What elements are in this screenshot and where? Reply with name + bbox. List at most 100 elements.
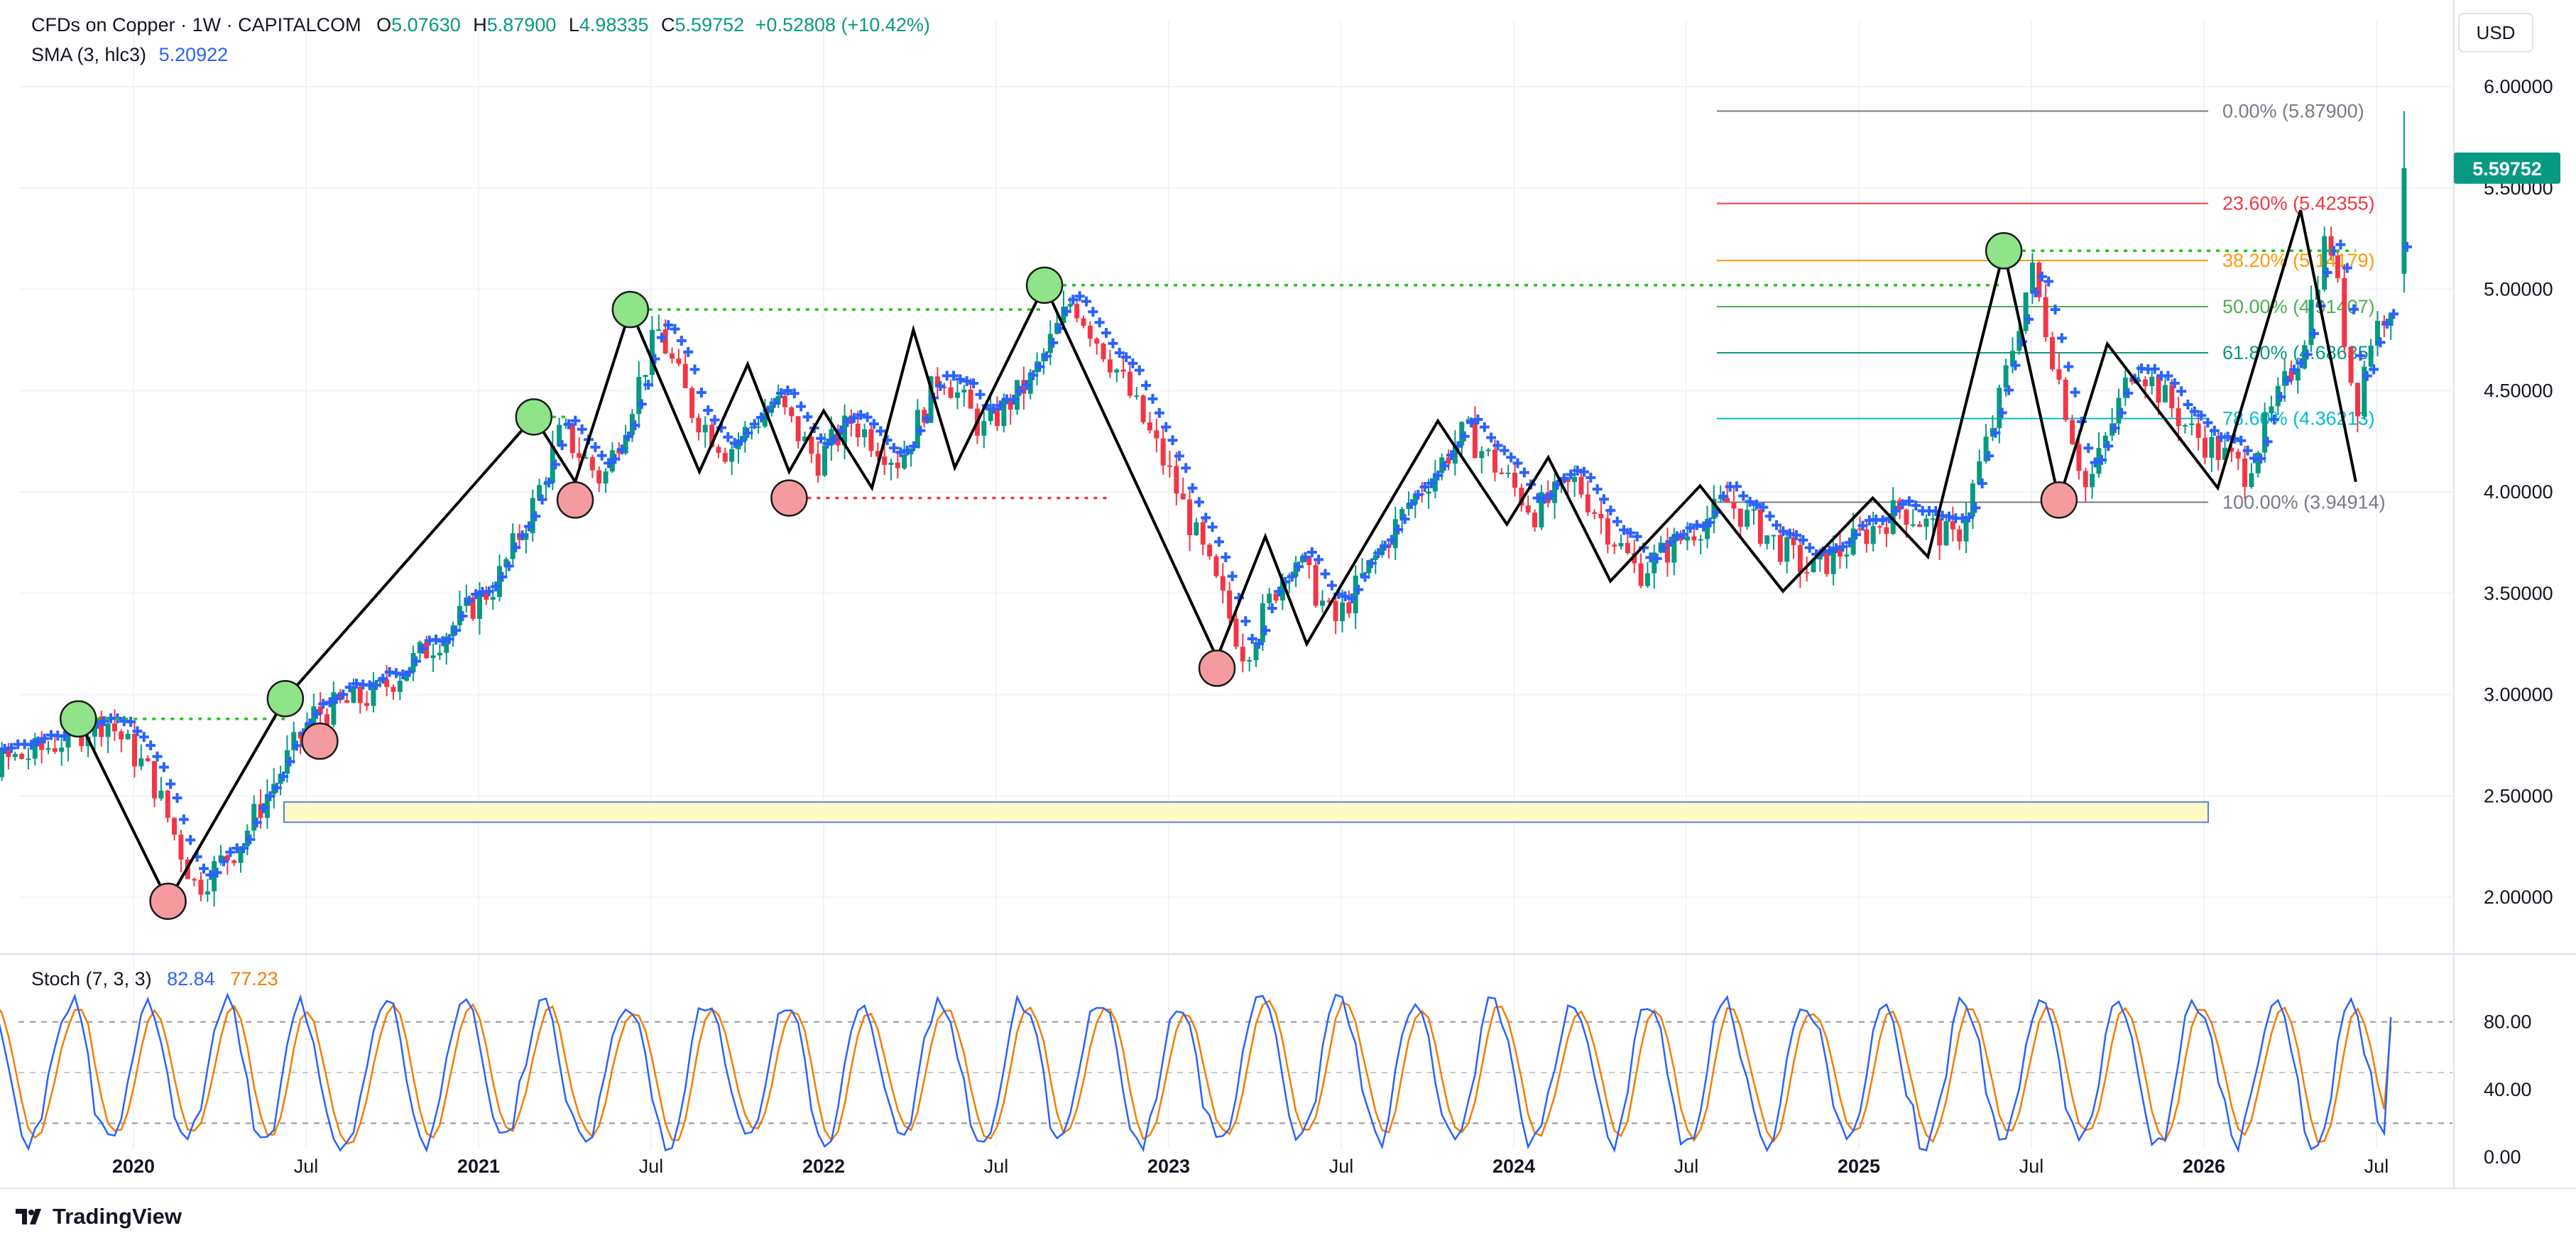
sma-point [1804, 542, 1815, 553]
symbol-title[interactable]: CFDs on Copper · 1W · CAPITALCOM [31, 14, 361, 35]
sma-legend[interactable]: SMA (3, hlc3) 5.20922 [31, 44, 228, 66]
sma-point [729, 438, 740, 449]
sma-point [1114, 347, 1125, 358]
candle-body [722, 453, 728, 462]
candle-body [437, 652, 442, 656]
candle-body [1930, 518, 1936, 520]
tradingview-logo[interactable]: TradingView [16, 1204, 182, 1229]
candle-body [702, 424, 708, 433]
candle-body [1174, 466, 1179, 494]
candle-body [2003, 365, 2009, 388]
candle-body [2202, 437, 2207, 458]
tradingview-icon [16, 1209, 41, 1224]
candle-body [736, 440, 741, 449]
sma-point [782, 385, 793, 396]
candle-body [231, 860, 237, 863]
sma-point [2369, 364, 2379, 375]
sma-point [909, 441, 919, 451]
change-value: +0.52808 (+10.42%) [755, 14, 930, 35]
candle-body [1698, 539, 1703, 541]
candle-body [1273, 593, 1279, 601]
time-tick-label: Jul [1329, 1156, 1354, 1177]
candle-body [934, 376, 940, 387]
demand-zone-rect [283, 801, 2209, 823]
currency-button[interactable]: USD [2458, 13, 2533, 53]
sma-point [1559, 473, 1569, 483]
candle-body [1764, 535, 1770, 544]
sma-point [1419, 481, 1430, 492]
sma-point [1314, 554, 1324, 565]
sma-point [995, 400, 1005, 411]
candle-body [2269, 406, 2274, 414]
stoch-legend[interactable]: Stoch (7, 3, 3) 82.84 77.23 [31, 968, 278, 990]
candle-body [1977, 461, 1982, 484]
candle-body [2043, 297, 2048, 338]
candle-body [1784, 537, 1790, 562]
candle-body [2235, 451, 2241, 459]
sma-point [1181, 463, 1191, 473]
sma-point [636, 399, 647, 410]
candle-body [377, 679, 383, 682]
candle-body [1917, 524, 1923, 527]
candle-body [198, 879, 204, 895]
sma-point [570, 415, 581, 426]
sma-point [511, 542, 521, 553]
sma-point [1764, 511, 1775, 522]
sma-point [2309, 328, 2320, 339]
sma-point [1406, 499, 1417, 510]
sma-point [1161, 422, 1172, 432]
candle-body [1737, 508, 1743, 527]
candle-body [1200, 522, 1206, 545]
sma-point [689, 364, 700, 375]
sma-point [444, 634, 454, 645]
candle-body [1015, 380, 1020, 410]
sma-point [848, 412, 859, 423]
sma-point [2196, 410, 2207, 421]
candle-body [2076, 444, 2082, 471]
candle-body [1306, 557, 1312, 566]
candle-body [775, 395, 781, 405]
candle-body [809, 437, 814, 454]
sma-point [338, 689, 349, 700]
candle-body [968, 389, 973, 409]
candle-body [2354, 383, 2360, 417]
candle-body [2302, 345, 2308, 369]
candle-body [2122, 378, 2128, 398]
sma-point [1340, 591, 1350, 602]
candle-body [1207, 544, 1213, 557]
candle-body [1923, 518, 1929, 527]
sma-point [132, 726, 143, 737]
candle-body [391, 686, 396, 692]
candle-body [1260, 603, 1265, 643]
sma-point [218, 856, 229, 867]
sma-point [1240, 616, 1251, 627]
sma-point [1028, 370, 1039, 380]
candle-body [716, 446, 721, 454]
sma-point [2296, 358, 2306, 368]
sma-point [1426, 478, 1436, 488]
candle-body [1910, 524, 1916, 526]
sma-point [1479, 422, 1490, 432]
candle-body [696, 417, 702, 433]
sma-point [736, 436, 746, 446]
candle-body [2229, 447, 2234, 452]
candle-body [1339, 602, 1345, 622]
sma-point [2335, 239, 2346, 250]
sma-point [331, 693, 342, 704]
sma-point [484, 586, 494, 597]
candle-body [19, 754, 25, 760]
sma-point [398, 669, 408, 680]
sma-point [2355, 351, 2366, 361]
fibonacci-retracement[interactable]: 0.00% (5.87900)23.60% (5.42355)38.20% (5… [1717, 101, 2386, 513]
candle-body [2209, 437, 2215, 458]
sma-point [1904, 496, 1914, 507]
candle-body [1565, 478, 1571, 483]
sma-point [802, 412, 813, 422]
sma-point [1466, 417, 1477, 428]
candle-body [484, 591, 489, 600]
sma-point [2389, 309, 2399, 319]
candle-body [1333, 601, 1338, 622]
fib-level-label: 0.00% (5.87900) [2222, 101, 2364, 122]
sma-point [431, 635, 442, 645]
